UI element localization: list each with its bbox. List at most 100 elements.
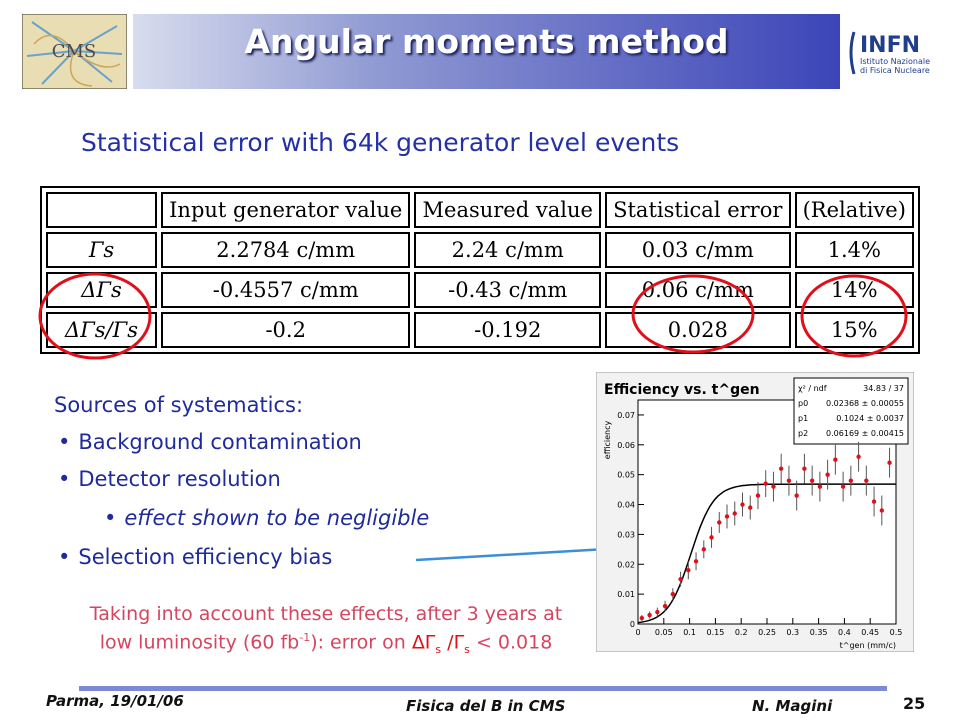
svg-text:di Fisica Nucleare: di Fisica Nucleare: [860, 66, 930, 75]
stats-label: χ² / ndf: [798, 384, 827, 393]
data-point: [724, 514, 730, 519]
list-item: • Background contamination: [58, 430, 362, 454]
x-tick-label: 0.25: [758, 628, 776, 637]
relative-cell: 15%: [794, 312, 914, 348]
data-point: [802, 466, 807, 471]
data-point: [840, 484, 846, 489]
data-point: [717, 520, 722, 525]
data-point: [833, 457, 838, 462]
data-point: [693, 559, 699, 564]
data-point: [670, 591, 676, 597]
bullet-icon: •: [58, 545, 71, 569]
stats-label: p0: [798, 399, 808, 408]
stats-value: 0.06169 ± 0.00415: [826, 429, 904, 438]
bullet-icon: •: [58, 467, 71, 491]
systematics-title: Sources of systematics:: [54, 393, 304, 417]
list-item: • Detector resolution: [58, 467, 281, 491]
measured-cell: 2.24 c/mm: [414, 232, 602, 268]
data-point: [771, 484, 776, 489]
stats-label: p1: [798, 414, 808, 423]
header-cell: (Relative): [794, 192, 914, 228]
data-point: [864, 478, 869, 483]
footer-place-date: Parma, 19/01/06: [46, 692, 184, 710]
data-point: [871, 499, 877, 504]
header-cell: Statistical error: [605, 192, 791, 228]
y-axis-label: efficiency: [603, 421, 612, 460]
arrow-line: [415, 546, 625, 562]
svg-text:Istituto Nazionale: Istituto Nazionale: [860, 57, 930, 66]
x-tick-label: 0: [635, 628, 640, 637]
data-point: [740, 502, 745, 507]
stats-value: 0.02368 ± 0.00055: [826, 399, 904, 408]
list-item: • effect shown to be negligible: [104, 506, 430, 530]
table-row: ΔΓs -0.4557 c/mm -0.43 c/mm 0.06 c/mm 14…: [46, 272, 914, 308]
plot-title: Efficiency vs. t^gen: [604, 382, 760, 398]
list-item: • Selection efficiency bias: [58, 545, 333, 569]
y-tick-label: 0.07: [617, 411, 635, 420]
data-point: [755, 493, 761, 498]
y-tick-label: 0.05: [617, 471, 635, 480]
footer-talk-title: Fisica del B in CMS: [406, 697, 566, 715]
stat-cell: 0.03 c/mm: [605, 232, 791, 268]
y-tick-label: 0.06: [617, 441, 635, 450]
page-number: 25: [903, 694, 926, 713]
x-tick-label: 0.45: [861, 628, 879, 637]
x-tick-label: 0.3: [786, 628, 799, 637]
data-point: [794, 493, 799, 498]
subtitle: Statistical error with 64k generator lev…: [81, 128, 680, 157]
data-point: [848, 478, 854, 483]
y-tick-label: 0.02: [617, 560, 635, 569]
page-title: Angular moments method: [244, 22, 729, 61]
header-cell: [46, 192, 157, 228]
x-tick-label: 0.15: [706, 628, 724, 637]
input-cell: -0.4557 c/mm: [161, 272, 411, 308]
infn-logo: INFN Istituto Nazionale di Fisica Nuclea…: [848, 22, 940, 82]
table-row: ΔΓs/Γs -0.2 -0.192 0.028 15%: [46, 312, 914, 348]
highlight-circle-relative: [800, 274, 908, 358]
measured-cell: -0.43 c/mm: [414, 272, 602, 308]
x-tick-label: 0.2: [735, 628, 748, 637]
x-tick-label: 0.4: [838, 628, 851, 637]
header-cell: Measured value: [414, 192, 602, 228]
efficiency-plot: Efficiency vs. t^gen χ² / ndf 34.83 / 37 p0…: [595, 371, 915, 653]
data-point: [809, 478, 815, 483]
svg-text:CMS: CMS: [52, 41, 97, 62]
stats-value: 0.1024 ± 0.0037: [836, 414, 904, 423]
x-tick-label: 0.5: [890, 628, 903, 637]
data-point: [879, 508, 885, 513]
data-point: [655, 609, 660, 615]
stat-cell: 0.028: [605, 312, 791, 348]
bullet-icon: •: [104, 506, 117, 530]
measured-cell: -0.192: [414, 312, 602, 348]
y-tick-label: 0: [630, 620, 635, 629]
x-tick-label: 0.35: [810, 628, 828, 637]
input-cell: -0.2: [161, 312, 411, 348]
results-table: Input generator value Measured value Sta…: [40, 186, 920, 354]
cms-logo: CMS: [21, 13, 128, 90]
table-header-row: Input generator value Measured value Sta…: [46, 192, 914, 228]
x-axis-label: t^gen (mm/c): [840, 641, 896, 650]
title-bar: [133, 14, 840, 89]
highlight-circle-stat: [631, 274, 755, 354]
footer-divider: [79, 686, 887, 691]
data-point: [763, 481, 768, 486]
y-tick-label: 0.04: [617, 501, 635, 510]
data-point: [686, 568, 691, 573]
data-point: [678, 577, 683, 582]
data-point: [662, 603, 668, 609]
data-point: [786, 478, 792, 483]
data-point: [778, 466, 784, 471]
svg-text:INFN: INFN: [860, 33, 920, 58]
data-point: [732, 511, 737, 516]
header-cell: Input generator value: [161, 192, 411, 228]
conclusion-note: Taking into account these effects, after…: [89, 603, 563, 657]
y-tick-label: 0.01: [617, 590, 635, 599]
param-cell: ΔΓs/Γs: [46, 312, 157, 348]
data-point: [825, 472, 830, 477]
x-tick-label: 0.1: [683, 628, 696, 637]
bullet-icon: •: [58, 430, 71, 454]
relative-cell: 1.4%: [794, 232, 914, 268]
stats-label: p2: [798, 429, 808, 438]
relative-cell: 14%: [794, 272, 914, 308]
data-point: [709, 535, 714, 540]
